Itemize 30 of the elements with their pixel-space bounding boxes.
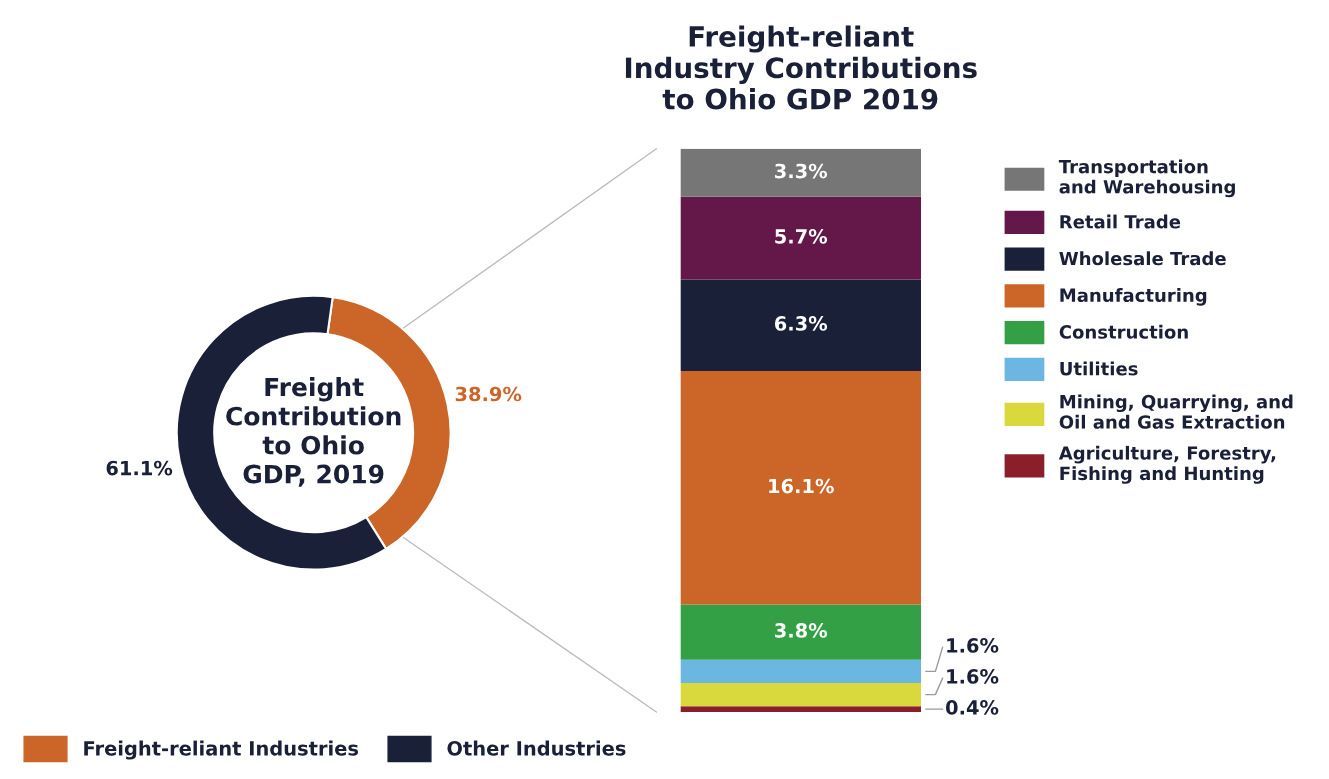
data-label: 3.3% xyxy=(775,163,828,179)
bar xyxy=(680,682,921,707)
bar xyxy=(680,279,921,371)
legend-label: Mining, Quarrying, and Oil and Gas Extraction xyxy=(1059,394,1293,429)
data-label: 6.3% xyxy=(774,316,828,331)
data-label: 5.7% xyxy=(775,229,828,244)
legend-label: Manufacturing xyxy=(1060,288,1207,306)
data-label: 16.1% xyxy=(769,478,834,494)
data-label: 38.9% xyxy=(455,386,522,402)
legend-label: Other Industries xyxy=(447,740,626,756)
text: Freight Contribution to Ohio GDP, 2019 xyxy=(226,377,401,487)
bar xyxy=(680,370,921,605)
data-label: 61.1% xyxy=(106,460,173,476)
bar xyxy=(680,706,921,713)
data-label: 1.6% xyxy=(947,638,999,653)
legend-label: Construction xyxy=(1059,324,1188,339)
data-label: 3.8% xyxy=(775,623,828,638)
data-label: 0.4% xyxy=(945,700,999,715)
bar xyxy=(680,659,921,683)
legend-label: Utilities xyxy=(1060,361,1138,376)
bar xyxy=(680,604,921,660)
legend-label: Agriculture, Forestry, Fishing and Hunting xyxy=(1058,445,1276,484)
bar xyxy=(680,148,921,197)
legend-label: Retail Trade xyxy=(1060,214,1181,229)
bar xyxy=(680,196,921,280)
chart-title: Freight-reliant Industry Contributions to Ohio GDP 2019 xyxy=(625,25,977,110)
legend-label: Transportation and Warehousing xyxy=(1058,159,1235,198)
legend-label: Freight-reliant Industries xyxy=(84,740,359,760)
data-label: 1.6% xyxy=(947,669,999,684)
legend-label: Wholesale Trade xyxy=(1059,251,1226,266)
